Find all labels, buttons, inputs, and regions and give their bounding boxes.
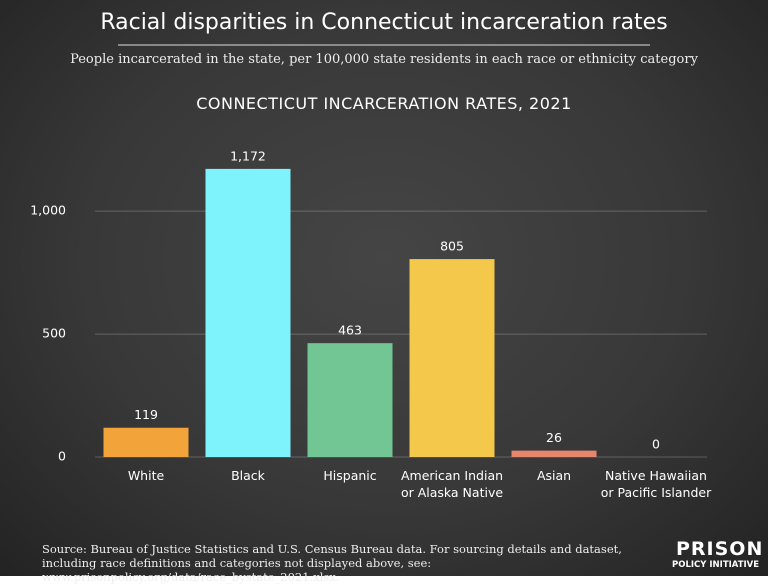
bar [103,427,189,457]
logo: POLICY INITIATIVE [672,560,760,570]
bar [511,450,597,457]
value-label: 0 [652,437,660,452]
subtitle: People incarcerated in the state, per 10… [70,52,698,67]
chart-title: CONNECTICUT INCARCERATION RATES, 2021 [196,94,572,113]
source: Source: Bureau of Justice Statistics and… [42,542,622,584]
logo: PRISON [676,538,764,560]
x-tick-label: Hispanic [323,468,377,483]
value-label: 805 [440,239,464,254]
x-tick-label: Asian [536,468,572,483]
y-tick-label: 0 [58,449,66,464]
bar [205,168,291,457]
x-tick-label: Black [231,468,265,483]
x-tick-label: White [127,468,165,483]
value-label: 26 [546,430,562,445]
x-tick-label: Native Hawaiian or Pacific Islander [600,468,712,500]
value-label: 463 [338,323,362,338]
bar [409,259,495,457]
title: Racial disparities in Connecticut incarc… [100,10,668,35]
y-tick-label: 1,000 [30,203,66,218]
x-tick-label: American Indian or Alaska Native [400,468,504,500]
value-label: 1,172 [230,148,266,163]
value-label: 119 [134,407,158,422]
y-tick-label: 500 [42,326,66,341]
bar [307,343,393,457]
